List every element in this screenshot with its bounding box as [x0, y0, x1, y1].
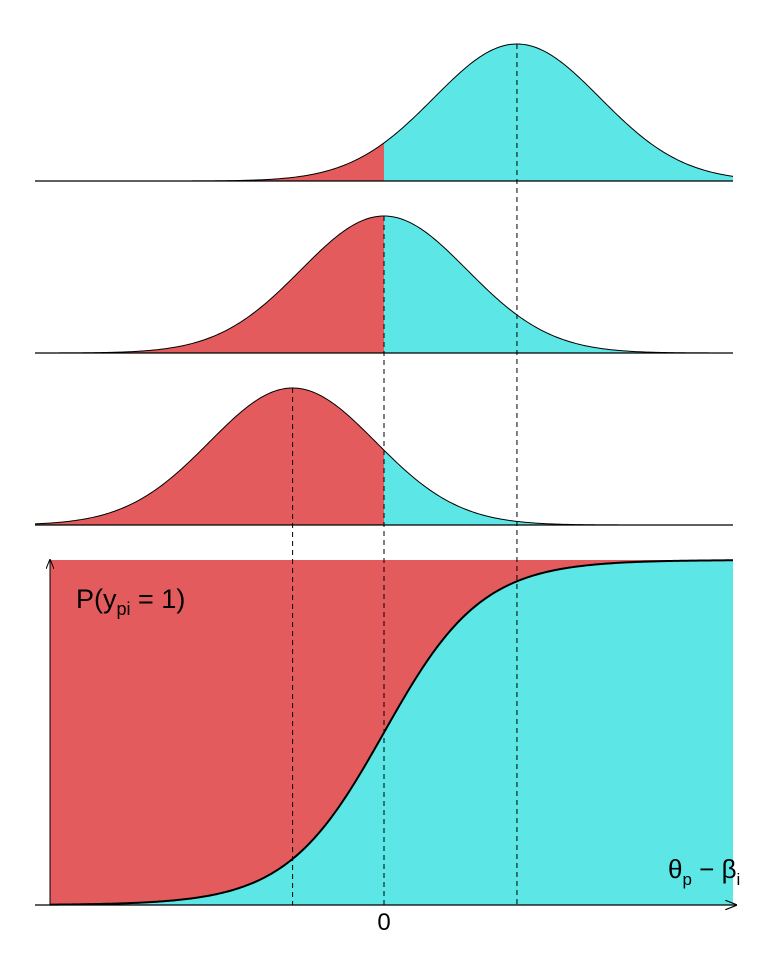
logistic-region-below: [50, 560, 733, 905]
density-panel-top: [35, 43, 734, 182]
guide-lines: [292, 44, 518, 905]
probability-label: P(ypi = 1): [76, 584, 185, 619]
logistic-panel: [35, 560, 736, 905]
density-middle-fill-below: [35, 216, 384, 353]
density-top-fill-below: [35, 142, 384, 181]
density-bottom-fill-below: [35, 388, 384, 525]
x-tick-label-zero: 0: [377, 909, 390, 936]
density-middle-fill-above: [384, 216, 733, 353]
logistic-curve: [49, 559, 734, 906]
x-axis-label: θp − βi: [668, 854, 740, 889]
density-bottom-fill-above: [384, 450, 733, 525]
density-top-fill-above: [384, 44, 733, 181]
